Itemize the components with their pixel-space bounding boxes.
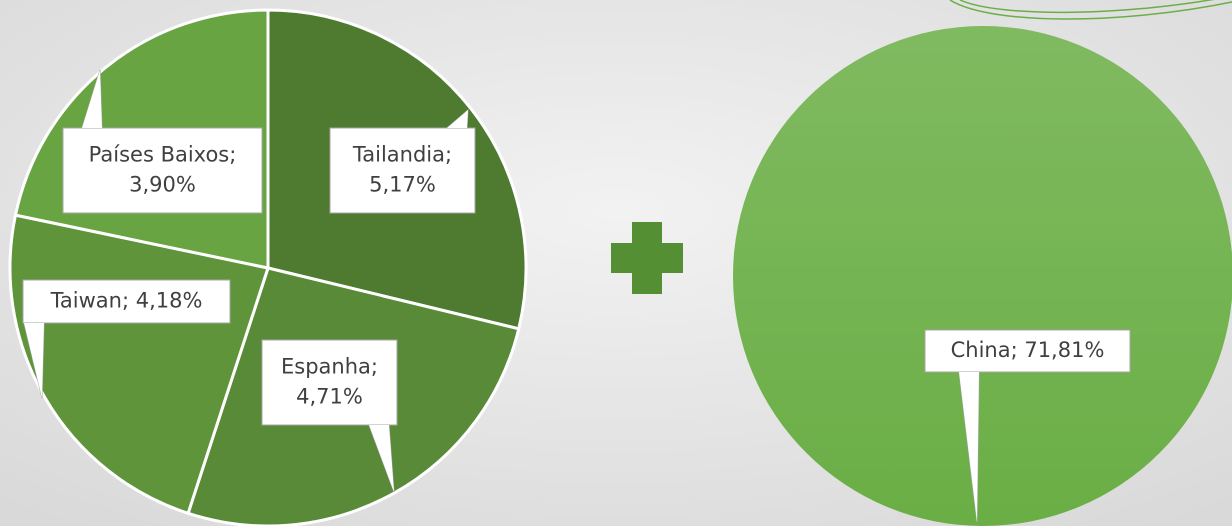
data-label-text: Países Baixos; 3,90% xyxy=(89,143,237,197)
data-label: Taiwan; 4,18% xyxy=(22,279,231,399)
callout-joint xyxy=(24,323,44,398)
callout-joint xyxy=(82,70,102,128)
data-label: China; 71,81% xyxy=(924,329,1131,523)
data-label-text: Espanha; 4,71% xyxy=(281,355,378,409)
callout-joint xyxy=(959,372,979,522)
callout-joint xyxy=(369,425,394,492)
decoration xyxy=(949,0,1232,20)
callout-box xyxy=(261,339,398,426)
data-label: Países Baixos; 3,90% xyxy=(62,69,263,214)
callout-box xyxy=(329,127,476,214)
data-label-text: Tailandia; 5,17% xyxy=(352,143,452,197)
data-label: Espanha; 4,71% xyxy=(261,339,398,493)
data-label: Tailandia; 5,17% xyxy=(329,108,476,214)
callout-box xyxy=(22,279,231,324)
data-label-text: Taiwan; 4,18% xyxy=(50,289,203,313)
callout-box xyxy=(924,329,1131,373)
callout-box xyxy=(62,127,263,214)
plus-sign xyxy=(611,222,683,294)
data-label-text: China; 71,81% xyxy=(951,338,1105,362)
pie-shine xyxy=(733,26,1232,526)
callout-joint xyxy=(447,110,468,128)
